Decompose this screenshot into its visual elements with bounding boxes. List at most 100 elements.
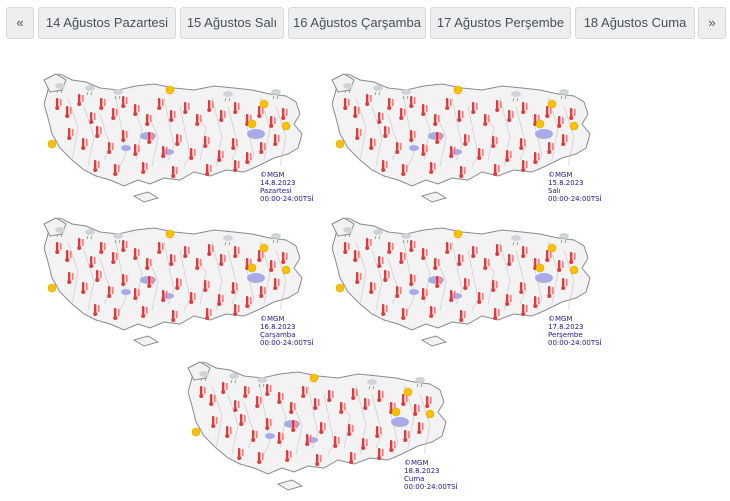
heat-arrow-icon bbox=[406, 395, 408, 402]
cyprus-outline bbox=[132, 335, 160, 347]
province-border bbox=[483, 113, 495, 161]
thermometer-bulb-icon bbox=[95, 278, 100, 282]
tab-17-august[interactable]: 17 Ağustos Perşembe bbox=[430, 7, 571, 39]
thermometer-bulb-icon bbox=[377, 264, 382, 268]
thermometer-icon bbox=[134, 144, 137, 153]
weather-map-15-august[interactable]: ©MGM 15.8.2023 Salı 00:00-24:00TSİ bbox=[326, 68, 606, 206]
thermometer-bulb-icon bbox=[383, 278, 388, 282]
heat-arrow-icon bbox=[118, 309, 120, 316]
thermometer-bulb-icon bbox=[239, 422, 244, 426]
thermometer-bulb-icon bbox=[175, 142, 180, 146]
heat-arrow-icon bbox=[222, 151, 224, 158]
thermometer-icon bbox=[404, 430, 407, 439]
thermometer-bulb-icon bbox=[457, 118, 462, 122]
heat-arrow-icon bbox=[250, 297, 252, 304]
heat-arrow-icon bbox=[454, 291, 456, 298]
thermometer-bulb-icon bbox=[107, 294, 112, 298]
thermometer-icon bbox=[94, 304, 97, 313]
thermometer-icon bbox=[378, 390, 381, 399]
heat-arrow-icon bbox=[162, 99, 164, 106]
prev-button[interactable]: « bbox=[6, 7, 34, 39]
map-hours: 00:00-24:00TSİ bbox=[548, 339, 602, 347]
thermometer-bulb-icon bbox=[429, 170, 434, 174]
weather-map-16-august[interactable]: ©MGM 16.8.2023 Çarşamba 00:00-24:00TSİ bbox=[38, 212, 318, 350]
rain-icon bbox=[344, 233, 351, 238]
cloud-icon bbox=[373, 229, 383, 235]
heat-arrow-icon bbox=[500, 245, 502, 252]
thermometer-icon bbox=[478, 148, 481, 157]
thermometer-icon bbox=[210, 394, 213, 403]
thermometer-icon bbox=[134, 248, 137, 257]
province-border bbox=[451, 97, 463, 161]
tab-14-august[interactable]: 14 Ağustos Pazartesi bbox=[38, 7, 176, 39]
map-credit: ©MGM bbox=[548, 315, 573, 323]
thermometer-icon bbox=[232, 282, 235, 291]
thermometer-icon bbox=[426, 396, 429, 405]
heat-arrow-icon bbox=[374, 139, 376, 146]
thermometer-icon bbox=[112, 252, 115, 261]
thermometer-bulb-icon bbox=[381, 168, 386, 172]
thermometer-bulb-icon bbox=[399, 260, 404, 264]
heat-arrow-icon bbox=[72, 129, 74, 136]
thermometer-icon bbox=[422, 104, 425, 113]
thermometer-bulb-icon bbox=[459, 318, 464, 322]
thermometer-icon bbox=[134, 288, 137, 297]
thermometer-icon bbox=[222, 382, 225, 391]
heat-arrow-icon bbox=[482, 293, 484, 300]
weather-map-18-august[interactable]: ©MGM 18.8.2023 Cuma 00:00-24:00TSİ bbox=[182, 356, 462, 494]
map-hours: 00:00-24:00TSİ bbox=[260, 339, 314, 347]
thermometer-bulb-icon bbox=[145, 122, 150, 126]
heat-arrow-icon bbox=[214, 395, 216, 402]
thermometer-bulb-icon bbox=[507, 262, 512, 266]
weather-map-17-august[interactable]: ©MGM 17.8.2023 Perşembe 00:00-24:00TSİ bbox=[326, 212, 606, 350]
next-button[interactable]: » bbox=[698, 7, 726, 39]
sun-icon bbox=[547, 99, 557, 109]
thermometer-bulb-icon bbox=[561, 286, 566, 290]
tab-16-august[interactable]: 16 Ağustos Çarşamba bbox=[288, 7, 426, 39]
thermometer-bulb-icon bbox=[403, 438, 408, 442]
cloud-icon bbox=[401, 233, 411, 239]
weather-map-14-august[interactable]: ©MGM 14.8.2023 Pazartesi 00:00-24:00TSİ bbox=[38, 68, 318, 206]
thermometer-bulb-icon bbox=[133, 152, 138, 156]
cloud-icon bbox=[257, 377, 267, 383]
thermometer-icon bbox=[410, 274, 413, 283]
tab-15-august[interactable]: 15 Ağustos Salı bbox=[180, 7, 284, 39]
thermometer-icon bbox=[68, 128, 71, 137]
thermometer-icon bbox=[334, 436, 337, 445]
thermometer-bulb-icon bbox=[107, 150, 112, 154]
heat-arrow-icon bbox=[488, 259, 490, 266]
thermometer-bulb-icon bbox=[459, 174, 464, 178]
thermometer-icon bbox=[100, 98, 103, 107]
rain-icon bbox=[258, 383, 265, 388]
heat-arrow-icon bbox=[100, 271, 102, 278]
thermometer-bulb-icon bbox=[183, 110, 188, 114]
thermometer-icon bbox=[402, 308, 405, 317]
thermometer-bulb-icon bbox=[93, 312, 98, 316]
heat-arrow-icon bbox=[212, 101, 214, 108]
rain-icon bbox=[272, 239, 279, 244]
province-border bbox=[531, 257, 543, 311]
thermometer-icon bbox=[430, 306, 433, 315]
heat-arrow-icon bbox=[388, 127, 390, 134]
thermometer-icon bbox=[570, 108, 573, 117]
heat-arrow-icon bbox=[226, 383, 228, 390]
thermometer-bulb-icon bbox=[463, 142, 468, 146]
thermometer-bulb-icon bbox=[313, 406, 318, 410]
thermometer-bulb-icon bbox=[281, 116, 286, 120]
thermometer-icon bbox=[226, 426, 229, 435]
rain-icon bbox=[230, 379, 237, 384]
heat-arrow-icon bbox=[86, 139, 88, 146]
thermometer-icon bbox=[306, 434, 309, 443]
tab-18-august[interactable]: 18 Ağustos Cuma bbox=[575, 7, 695, 39]
thermometer-icon bbox=[348, 424, 351, 433]
thermometer-bulb-icon bbox=[401, 402, 406, 406]
province-border bbox=[419, 393, 431, 455]
heat-arrow-icon bbox=[526, 305, 528, 312]
turkey-map bbox=[43, 217, 303, 347]
rain-icon bbox=[512, 97, 519, 102]
heat-arrow-icon bbox=[426, 145, 428, 152]
thermometer-icon bbox=[200, 386, 203, 395]
thermometer-icon bbox=[450, 146, 453, 155]
thermometer-bulb-icon bbox=[133, 296, 138, 300]
thermometer-bulb-icon bbox=[533, 160, 538, 164]
